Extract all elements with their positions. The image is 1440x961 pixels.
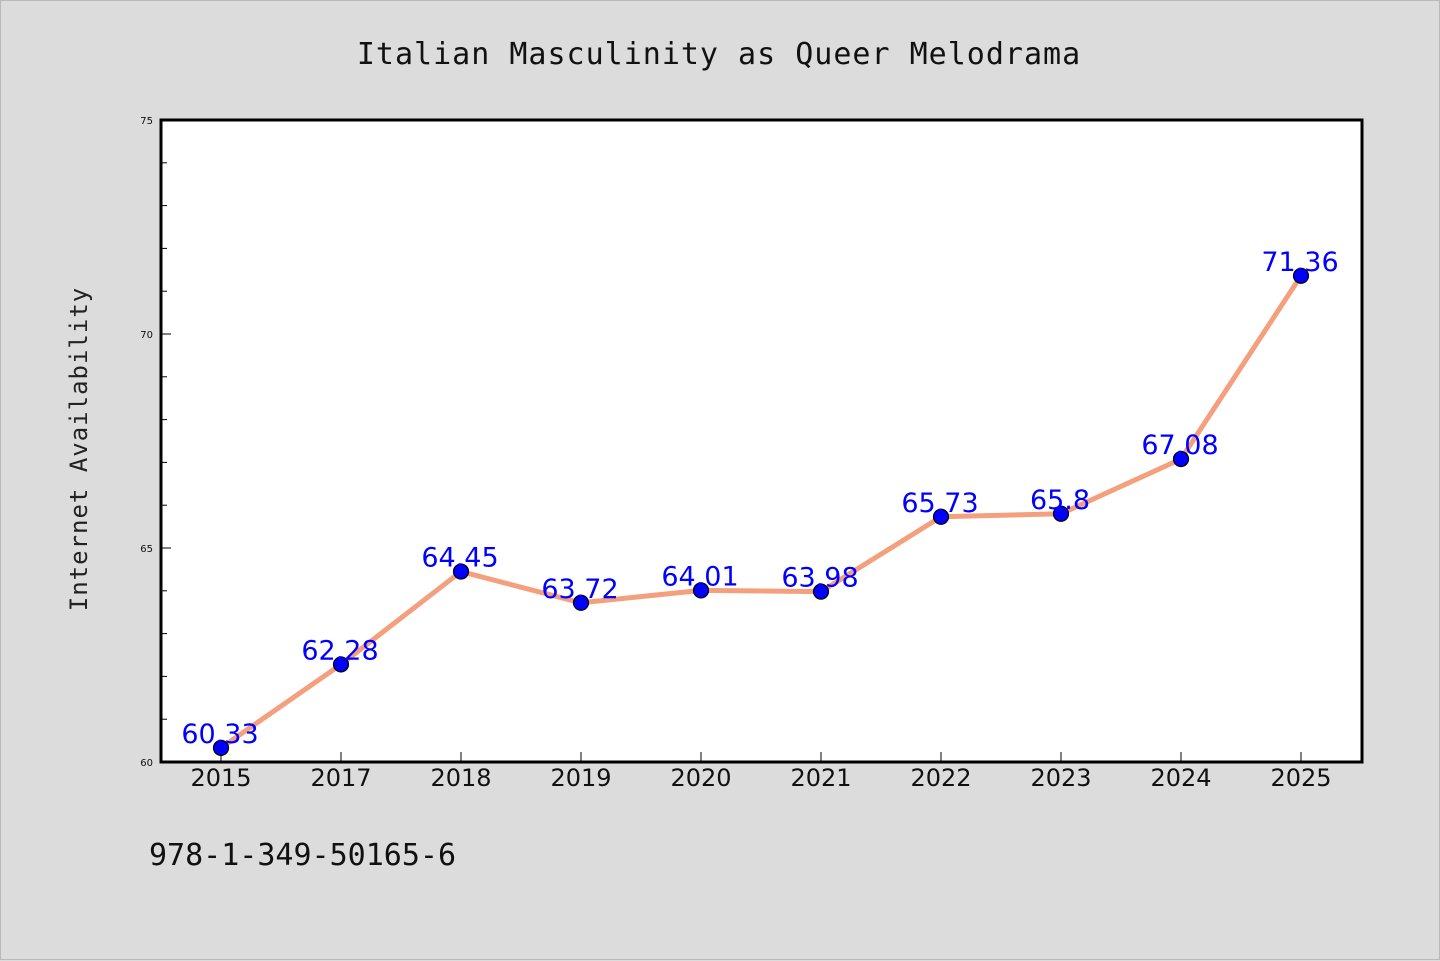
data-label: 64.45: [421, 543, 498, 574]
x-tick-label: 2023: [1030, 764, 1091, 792]
y-tick-label: 65: [140, 544, 153, 555]
x-tick-label: 2022: [910, 764, 971, 792]
data-label: 63.98: [781, 563, 858, 594]
x-tick-label: 2021: [790, 764, 851, 792]
chart-title: Italian Masculinity as Queer Melodrama: [357, 37, 1081, 72]
data-label: 64.01: [661, 561, 738, 592]
y-axis-label: Internet Availability: [65, 287, 93, 611]
data-label: 71.36: [1261, 247, 1338, 278]
x-tick-label: 2017: [310, 764, 371, 792]
x-axis-ticks: 2015 2017 2018 2019 2020 2021 2022 2023 2024 2025: [190, 752, 1332, 792]
data-point-marker: [812, 583, 830, 600]
x-tick-label: 2020: [670, 764, 731, 792]
data-label: 65.8: [1030, 485, 1090, 516]
isbn-footer: 978-1-349-50165-6: [149, 838, 456, 873]
data-point-marker: [452, 563, 470, 580]
data-label: 67.08: [1141, 430, 1218, 461]
data-point-marker: [572, 594, 590, 611]
data-label-layer: 60.33 62.28 64.45 63.72 64.01 63.98 65.73 65.8 6…: [181, 247, 1338, 750]
x-tick-label: 2015: [190, 764, 251, 792]
y-axis-ticks: 60 65 70 75: [140, 116, 171, 769]
data-label: 62.28: [301, 635, 378, 666]
data-label: 65.73: [901, 488, 978, 519]
data-point-marker: [1052, 505, 1070, 522]
x-tick-label: 2018: [430, 764, 491, 792]
y-tick-label: 75: [140, 116, 153, 127]
y-tick-label: 70: [140, 330, 153, 341]
data-point-marker: [212, 739, 230, 756]
series-line: [218, 273, 1304, 751]
data-point-marker: [1292, 267, 1310, 284]
x-tick-label: 2025: [1270, 764, 1331, 792]
y-tick-label: 60: [140, 758, 153, 769]
plot-area: [159, 118, 1364, 764]
data-label: 63.72: [541, 574, 618, 605]
x-tick-label: 2024: [1150, 764, 1211, 792]
series-layer: [212, 267, 1310, 756]
data-point-marker: [332, 656, 350, 673]
data-label: 60.33: [181, 719, 258, 750]
data-point-marker: [932, 508, 950, 525]
data-point-marker: [1172, 450, 1190, 468]
x-tick-label: 2019: [550, 764, 611, 792]
data-point-marker: [692, 582, 710, 599]
